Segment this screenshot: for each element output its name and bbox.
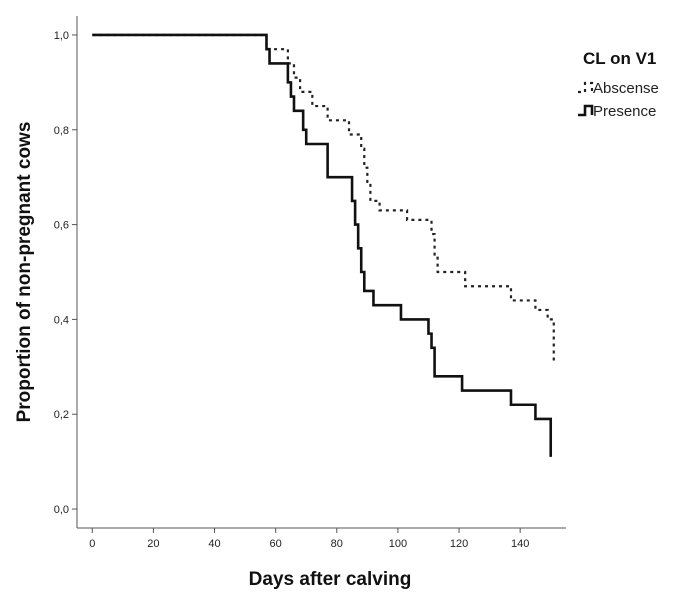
- series-line-presence: [92, 33, 553, 457]
- y-ticks: 0,0 0,2 0,4 0,6 0,8 1,0: [54, 30, 77, 516]
- x-tick-label: 60: [270, 538, 282, 550]
- y-tick-label: 1,0: [54, 30, 69, 42]
- x-axis-title: Days after calving: [249, 569, 412, 590]
- y-tick-label: 0,2: [54, 409, 69, 421]
- y-tick-label: 0,6: [54, 220, 69, 232]
- x-tick-label: 20: [147, 538, 159, 550]
- legend: CL on V1 Abscense Presence: [578, 49, 659, 120]
- y-axis-title: Proportion of non-pregnant cows: [14, 122, 35, 423]
- y-tick-label: 0,4: [54, 314, 69, 326]
- x-tick-label: 140: [511, 538, 529, 550]
- legend-title: CL on V1: [583, 49, 656, 68]
- x-tick-label: 0: [89, 538, 95, 550]
- legend-label-abscense: Abscense: [593, 80, 659, 97]
- legend-label-presence: Presence: [593, 103, 656, 120]
- series-layer: [92, 33, 555, 457]
- y-tick-label: 0,8: [54, 125, 69, 137]
- legend-entries: Abscense Presence: [578, 80, 659, 120]
- x-tick-label: 120: [450, 538, 468, 550]
- legend-symbol-abscense: [578, 81, 594, 94]
- legend-symbol-presence: [578, 104, 594, 117]
- x-ticks: 0 20 40 60 80 100 120 140: [89, 528, 529, 550]
- y-tick-label: 0,0: [54, 504, 69, 516]
- x-tick-label: 40: [208, 538, 220, 550]
- x-tick-label: 100: [389, 538, 407, 550]
- series-line-abscense: [92, 33, 555, 363]
- x-tick-label: 80: [331, 538, 343, 550]
- plot-area: 0,0 0,2 0,4 0,6 0,8 1,0 0 20 40 60 80 100 120 140: [54, 16, 566, 550]
